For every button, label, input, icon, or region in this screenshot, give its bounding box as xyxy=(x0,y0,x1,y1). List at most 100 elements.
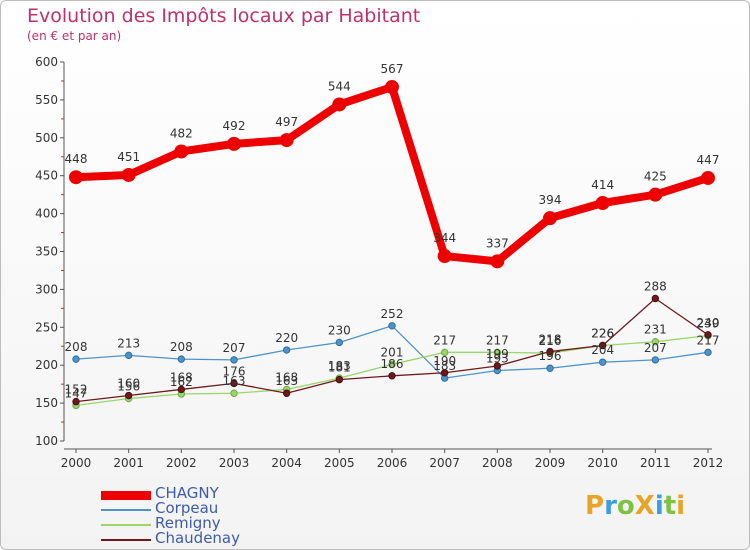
data-label-corpeau: 230 xyxy=(328,323,351,337)
data-label-chagny: 497 xyxy=(275,115,298,129)
data-label-chaudenay: 288 xyxy=(644,279,667,293)
data-label-chaudenay: 168 xyxy=(170,370,193,384)
y-tick-label: 450 xyxy=(35,169,58,183)
data-label-chaudenay: 199 xyxy=(486,347,509,361)
data-point-corpeau xyxy=(704,348,712,357)
data-label-chaudenay: 240 xyxy=(697,316,720,330)
data-label-chagny: 344 xyxy=(433,231,456,245)
data-label-chaudenay: 152 xyxy=(65,383,88,397)
data-point-chaudenay xyxy=(440,369,449,377)
y-tick-label: 550 xyxy=(35,93,58,107)
data-point-chaudenay xyxy=(72,397,80,406)
data-point-chagny xyxy=(595,195,610,210)
data-label-remigny: 147 xyxy=(65,386,88,400)
y-tick-label: 250 xyxy=(35,320,58,334)
data-label-remigny: 216 xyxy=(539,334,562,348)
data-point-chagny xyxy=(648,187,663,202)
legend-label-remigny: Remigny xyxy=(155,514,221,532)
data-point-corpeau xyxy=(388,322,396,330)
data-label-corpeau: 208 xyxy=(65,340,88,354)
data-point-chaudenay xyxy=(546,347,554,356)
data-point-chagny xyxy=(490,254,505,269)
y-tick-label: 400 xyxy=(35,207,58,221)
data-point-corpeau xyxy=(230,356,238,364)
data-point-corpeau xyxy=(124,351,133,360)
y-tick-label: 300 xyxy=(35,282,58,296)
data-point-chaudenay xyxy=(388,372,396,380)
data-label-chaudenay: 190 xyxy=(433,354,456,368)
data-label-chaudenay: 176 xyxy=(223,364,246,378)
logo-letter: P xyxy=(585,491,605,521)
data-label-chagny: 394 xyxy=(539,193,562,207)
data-point-chagny xyxy=(543,211,557,226)
legend-label-chagny: CHAGNY xyxy=(155,484,219,502)
chart-title: Evolution des Impôts locaux par Habitant xyxy=(27,5,421,27)
data-label-corpeau: 252 xyxy=(381,307,404,321)
x-tick-label: 2003 xyxy=(219,456,250,470)
data-point-chaudenay xyxy=(598,341,607,350)
y-tick-label: 150 xyxy=(35,396,58,410)
data-label-chaudenay: 226 xyxy=(591,326,614,340)
data-point-chaudenay xyxy=(493,362,502,370)
data-label-remigny: 156 xyxy=(117,380,140,394)
y-tick-label: 200 xyxy=(35,358,58,372)
data-point-chagny xyxy=(279,133,294,148)
data-label-corpeau: 207 xyxy=(644,341,667,355)
legend-swatch-corpeau xyxy=(101,509,151,511)
data-point-corpeau xyxy=(598,358,607,366)
x-tick-label: 2010 xyxy=(587,456,618,470)
data-label-remigny: 183 xyxy=(328,359,351,373)
logo-letter: i xyxy=(676,491,686,521)
data-point-chaudenay xyxy=(282,389,291,397)
data-point-remigny xyxy=(388,360,396,369)
data-point-corpeau xyxy=(651,356,660,364)
data-point-chaudenay xyxy=(124,391,133,400)
data-point-corpeau xyxy=(282,346,291,354)
data-point-chagny xyxy=(437,249,452,264)
data-label-remigny: 162 xyxy=(170,375,193,389)
x-tick-label: 2008 xyxy=(482,456,513,470)
data-label-remigny: 231 xyxy=(644,323,667,337)
data-label-chaudenay: 181 xyxy=(328,361,351,375)
series-line-chagny xyxy=(72,83,712,266)
logo-letter: i xyxy=(654,491,664,521)
x-tick-label: 2009 xyxy=(535,456,566,470)
x-tick-label: 2000 xyxy=(61,456,92,470)
data-point-remigny xyxy=(230,389,238,397)
data-label-chagny: 567 xyxy=(381,62,404,76)
logo-letter: r xyxy=(604,491,617,521)
data-point-chagny xyxy=(227,136,241,151)
data-label-corpeau: 207 xyxy=(223,341,246,355)
x-tick-label: 2001 xyxy=(113,456,144,470)
legend-swatch-chagny xyxy=(101,491,151,500)
x-tick-label: 2006 xyxy=(377,456,408,470)
data-label-remigny: 168 xyxy=(275,370,298,384)
data-label-chagny: 448 xyxy=(65,152,88,166)
data-point-chaudenay xyxy=(177,385,186,394)
data-label-corpeau: 213 xyxy=(117,336,140,350)
data-label-corpeau: 196 xyxy=(539,349,562,363)
data-label-chagny: 414 xyxy=(591,178,614,192)
data-label-corpeau: 217 xyxy=(697,333,720,347)
data-label-corpeau: 220 xyxy=(275,331,298,345)
data-point-chaudenay xyxy=(335,375,344,384)
legend-swatch-remigny xyxy=(101,524,151,526)
data-point-corpeau xyxy=(177,355,186,363)
logo-letter: o xyxy=(616,491,635,521)
x-tick-label: 2012 xyxy=(693,456,724,470)
data-point-chaudenay xyxy=(230,379,238,388)
x-tick-label: 2004 xyxy=(271,456,302,470)
data-point-chagny xyxy=(69,170,83,185)
data-point-chaudenay xyxy=(704,331,712,339)
legend-swatch-chaudenay xyxy=(101,539,151,541)
data-label-remigny: 226 xyxy=(591,326,614,340)
data-point-corpeau xyxy=(335,338,344,347)
x-tick-label: 2002 xyxy=(166,456,197,470)
data-point-remigny xyxy=(651,338,660,346)
data-label-remigny: 201 xyxy=(381,345,404,359)
y-tick-label: 350 xyxy=(35,245,58,259)
data-label-corpeau: 208 xyxy=(170,340,193,354)
data-label-remigny: 217 xyxy=(433,333,456,347)
